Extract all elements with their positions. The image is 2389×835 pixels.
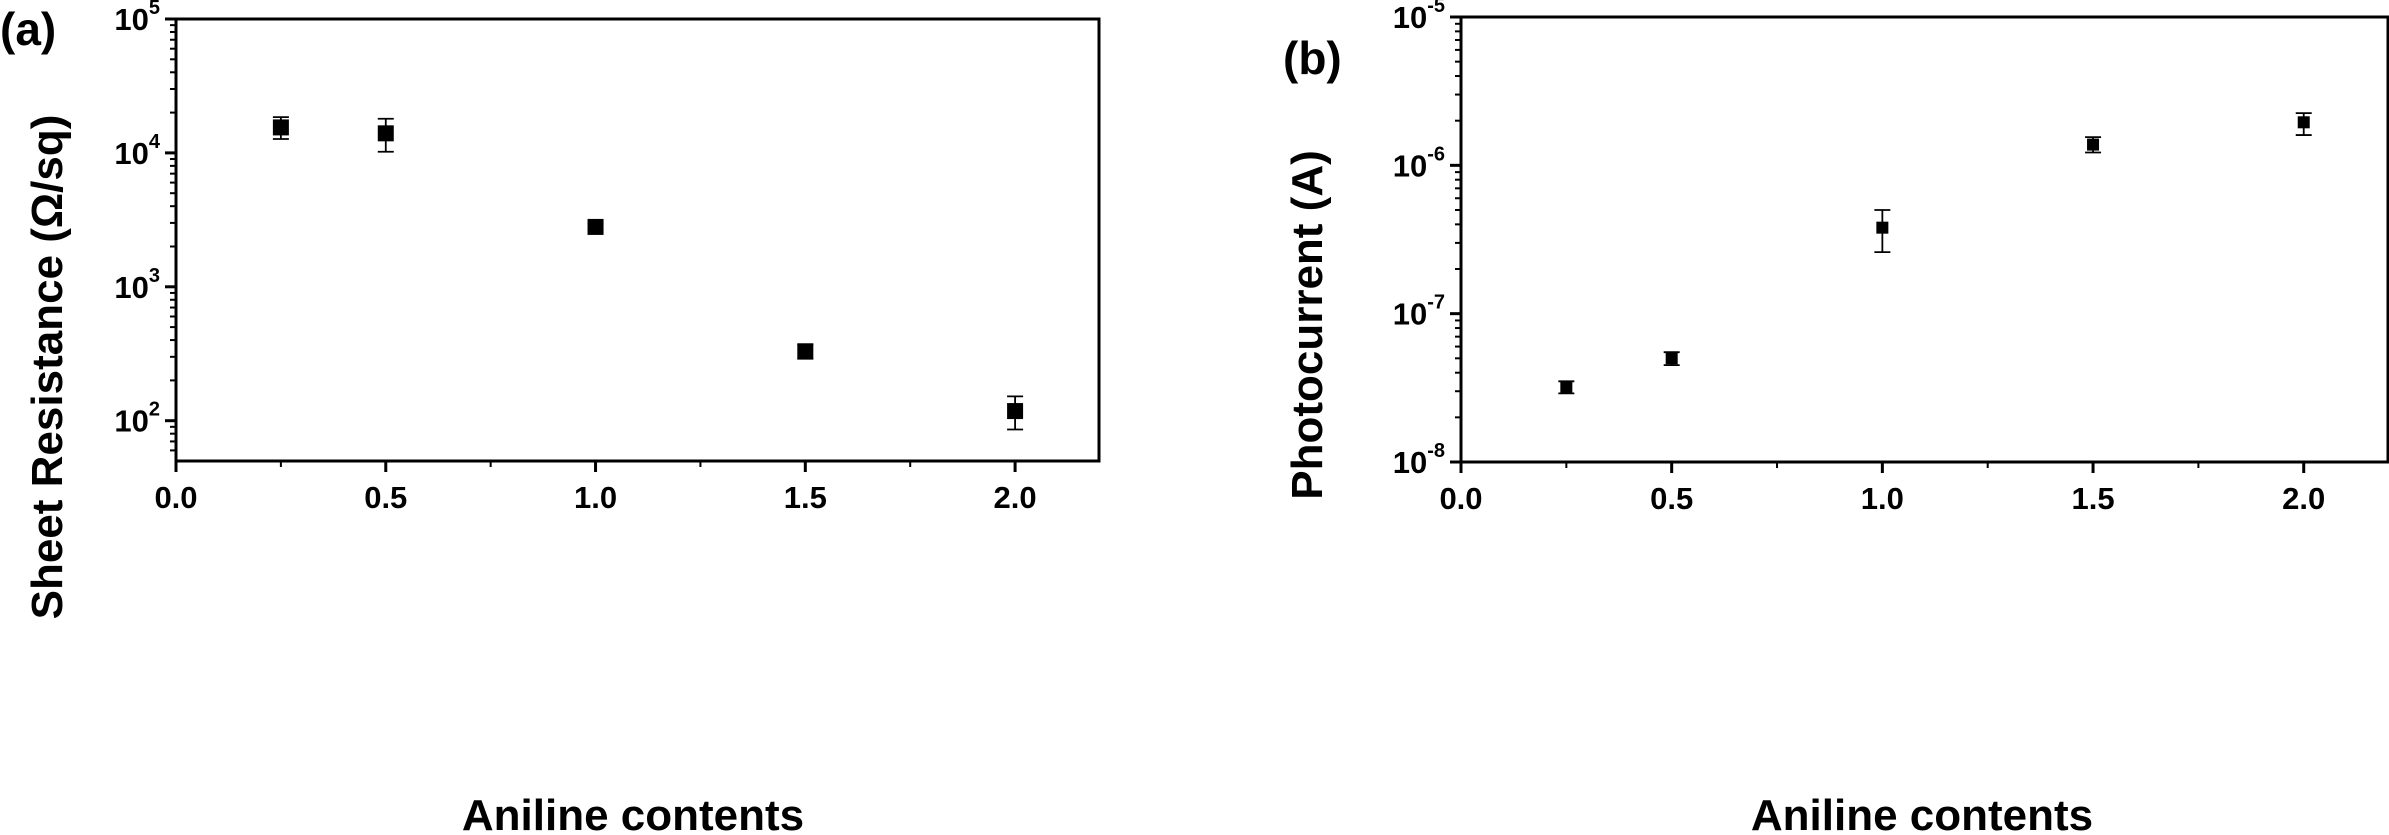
chart-panel-a: (a) Sheet Resistance (Ω/sq) Aniline cont… xyxy=(0,0,1101,835)
panel-b-y-axis-title: Photocurrent (A) xyxy=(1283,150,1332,500)
x-tick-label: 2.0 xyxy=(2282,481,2325,516)
data-point-square xyxy=(272,119,289,136)
panel-b-label: (b) xyxy=(1283,32,1342,84)
x-tick-label: 1.0 xyxy=(574,480,617,515)
panel-a-label: (a) xyxy=(0,3,56,55)
y-tick-label: 104 xyxy=(114,131,160,171)
data-point-square xyxy=(1876,221,1889,234)
data-point-square xyxy=(1007,403,1024,420)
y-tick-label: 102 xyxy=(114,399,160,439)
y-tick-label: 105 xyxy=(114,0,160,37)
chart-panel-b: (b) Photocurrent (A) Aniline contents 0.… xyxy=(1283,0,2389,835)
panel-a-plot: 0.0 0.5 1.0 1.5 2.0 102 103 104 105 xyxy=(114,0,1101,515)
y-tick-label: 10-5 xyxy=(1393,0,1445,35)
data-point-square xyxy=(587,218,604,235)
data-point-square xyxy=(2087,138,2100,151)
panel-b-x-axis-title: Aniline contents xyxy=(1751,791,2093,835)
panel-a-x-axis-title: Aniline contents xyxy=(462,791,804,835)
panel-a-y-axis-title: Sheet Resistance (Ω/sq) xyxy=(23,115,72,620)
plot-frame xyxy=(1459,15,2389,464)
data-point-square xyxy=(797,343,814,360)
data-point-square xyxy=(377,125,394,142)
plot-frame xyxy=(174,17,1101,463)
x-tick-label: 0.5 xyxy=(1650,481,1693,516)
y-tick-label: 10-8 xyxy=(1393,440,1445,480)
y-tick-label: 103 xyxy=(114,265,160,305)
x-tick-label: 1.0 xyxy=(1861,481,1904,516)
x-tick-label: 0.0 xyxy=(154,480,197,515)
data-point-square xyxy=(1560,381,1573,394)
y-tick-label: 10-6 xyxy=(1393,143,1445,183)
panel-b-plot: 0.0 0.5 1.0 1.5 2.0 10-8 10-7 10-6 10-5 xyxy=(1393,0,2389,516)
data-point-square xyxy=(1665,352,1678,365)
x-tick-label: 1.5 xyxy=(784,480,827,515)
x-tick-label: 0.0 xyxy=(1439,481,1482,516)
y-tick-label: 10-7 xyxy=(1393,292,1445,332)
data-point-square xyxy=(2297,116,2310,129)
x-tick-label: 0.5 xyxy=(364,480,407,515)
x-tick-label: 2.0 xyxy=(994,480,1037,515)
x-tick-label: 1.5 xyxy=(2071,481,2114,516)
